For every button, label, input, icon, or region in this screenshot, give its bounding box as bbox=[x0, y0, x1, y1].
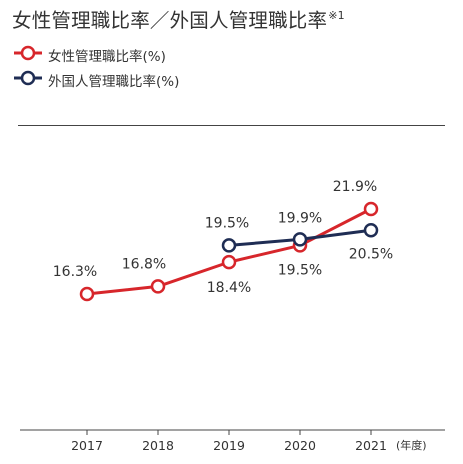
x-tick-label: 2017 bbox=[71, 438, 103, 453]
x-tick-label: 2021 bbox=[355, 438, 387, 453]
legend-label-women: 女性管理職比率(%) bbox=[48, 49, 166, 65]
legend-marker-foreign bbox=[14, 70, 42, 86]
x-tick-label: 2018 bbox=[142, 438, 174, 453]
legend-item-women: 女性管理職比率(%) bbox=[14, 44, 314, 65]
data-label: 19.5% bbox=[278, 262, 322, 278]
x-axis-unit: (年度) bbox=[396, 438, 427, 452]
chart-title-text: 女性管理職比率／外国人管理職比率 bbox=[12, 9, 328, 32]
data-point-1 bbox=[292, 232, 308, 247]
chart-title-note: ※1 bbox=[328, 9, 345, 22]
data-label: 19.9% bbox=[278, 210, 322, 226]
data-label: 20.5% bbox=[349, 246, 393, 262]
data-point-0 bbox=[363, 201, 379, 217]
chart-title: 女性管理職比率／外国人管理職比率※1 bbox=[12, 4, 345, 33]
x-tick-label: 2019 bbox=[213, 438, 245, 453]
legend-marker-women bbox=[14, 45, 42, 61]
data-label: 16.8% bbox=[122, 256, 166, 272]
data-point-0 bbox=[150, 279, 166, 294]
data-label: 18.4% bbox=[207, 280, 251, 296]
data-label: 16.3% bbox=[53, 264, 97, 280]
legend-item-foreign: 外国人管理職比率(%) bbox=[14, 69, 314, 90]
legend-label-foreign: 外国人管理職比率(%) bbox=[48, 74, 180, 90]
data-point-1 bbox=[221, 238, 237, 253]
data-label: 19.5% bbox=[205, 215, 249, 231]
data-label: 21.9% bbox=[333, 179, 377, 195]
x-tick-label: 2020 bbox=[284, 438, 316, 453]
data-point-0 bbox=[221, 254, 237, 270]
data-point-0 bbox=[79, 286, 95, 302]
data-point-1 bbox=[363, 223, 379, 238]
header-divider bbox=[18, 125, 445, 126]
